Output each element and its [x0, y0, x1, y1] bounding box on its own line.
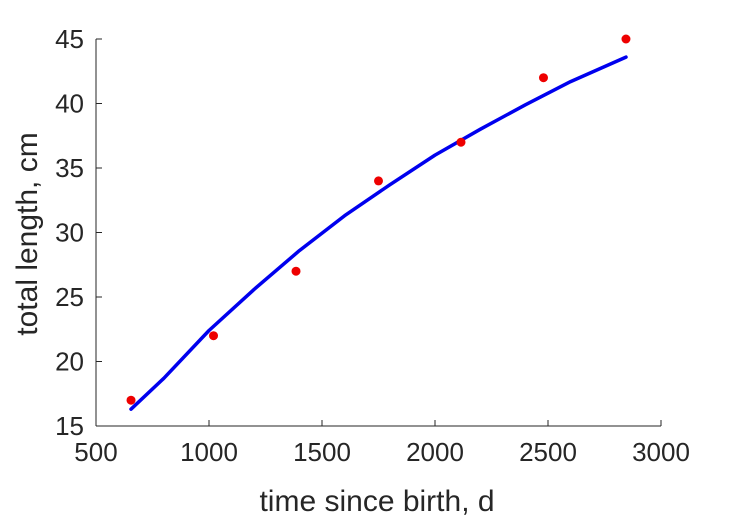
data-point — [291, 266, 301, 276]
x-tick-label: 1000 — [180, 437, 238, 467]
y-tick-label: 35 — [55, 153, 84, 183]
x-axis-ticks: 500 1000 1500 2000 2500 3000 — [74, 420, 690, 467]
x-axis-title: time since birth, d — [259, 485, 494, 518]
data-point — [209, 331, 219, 341]
data-points — [126, 34, 631, 405]
data-point — [621, 34, 631, 44]
y-axis-title: total length, cm — [11, 132, 44, 335]
x-tick-label: 1500 — [293, 437, 351, 467]
fit-curve-group — [129, 55, 628, 411]
data-point — [126, 395, 136, 405]
axes — [95, 39, 661, 427]
y-tick-label: 25 — [55, 282, 84, 312]
y-tick-label: 40 — [55, 89, 84, 119]
data-point — [456, 137, 466, 147]
y-tick-label: 45 — [55, 24, 84, 54]
x-tick-label: 2000 — [406, 437, 464, 467]
x-tick-label: 3000 — [632, 437, 690, 467]
data-point — [538, 73, 548, 83]
x-tick-label: 2500 — [519, 437, 577, 467]
data-point — [374, 176, 383, 186]
y-axis-ticks: 15 20 25 30 35 40 45 — [55, 24, 102, 441]
x-tick-label: 500 — [74, 437, 117, 467]
y-tick-label: 30 — [55, 218, 84, 248]
fit-curve — [129, 55, 628, 411]
y-tick-label: 15 — [55, 411, 84, 441]
y-tick-label: 20 — [55, 347, 84, 377]
